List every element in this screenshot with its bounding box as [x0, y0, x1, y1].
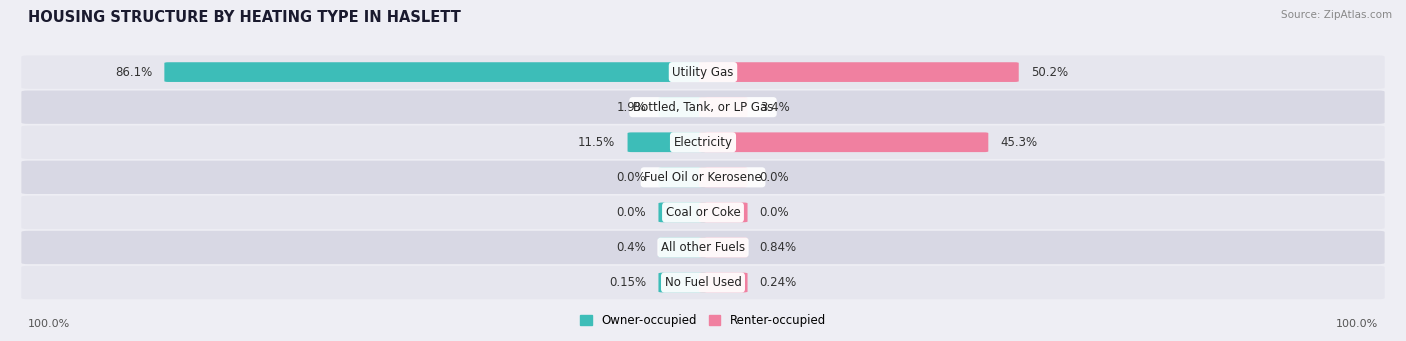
Text: Source: ZipAtlas.com: Source: ZipAtlas.com: [1281, 10, 1392, 20]
FancyBboxPatch shape: [21, 125, 1385, 159]
Text: Coal or Coke: Coal or Coke: [665, 206, 741, 219]
FancyBboxPatch shape: [658, 167, 707, 187]
Text: 0.4%: 0.4%: [617, 241, 647, 254]
Text: 100.0%: 100.0%: [1336, 319, 1378, 329]
Text: HOUSING STRUCTURE BY HEATING TYPE IN HASLETT: HOUSING STRUCTURE BY HEATING TYPE IN HAS…: [28, 10, 461, 25]
Text: Utility Gas: Utility Gas: [672, 65, 734, 78]
Text: 3.4%: 3.4%: [759, 101, 789, 114]
FancyBboxPatch shape: [21, 196, 1385, 229]
FancyBboxPatch shape: [699, 132, 988, 152]
FancyBboxPatch shape: [21, 231, 1385, 264]
FancyBboxPatch shape: [699, 97, 748, 117]
FancyBboxPatch shape: [658, 203, 707, 222]
Text: Electricity: Electricity: [673, 136, 733, 149]
FancyBboxPatch shape: [21, 56, 1385, 89]
Text: 0.84%: 0.84%: [759, 241, 797, 254]
Text: 0.0%: 0.0%: [759, 171, 789, 184]
FancyBboxPatch shape: [699, 273, 748, 292]
Legend: Owner-occupied, Renter-occupied: Owner-occupied, Renter-occupied: [575, 309, 831, 332]
FancyBboxPatch shape: [165, 62, 707, 82]
FancyBboxPatch shape: [658, 238, 707, 257]
Text: 11.5%: 11.5%: [578, 136, 616, 149]
FancyBboxPatch shape: [658, 273, 707, 292]
Text: Fuel Oil or Kerosene: Fuel Oil or Kerosene: [644, 171, 762, 184]
Text: 100.0%: 100.0%: [28, 319, 70, 329]
Text: 1.9%: 1.9%: [616, 101, 647, 114]
Text: 0.15%: 0.15%: [609, 276, 647, 289]
Text: 86.1%: 86.1%: [115, 65, 152, 78]
FancyBboxPatch shape: [21, 161, 1385, 194]
FancyBboxPatch shape: [21, 266, 1385, 299]
FancyBboxPatch shape: [627, 132, 707, 152]
FancyBboxPatch shape: [658, 97, 707, 117]
Text: All other Fuels: All other Fuels: [661, 241, 745, 254]
FancyBboxPatch shape: [699, 203, 748, 222]
FancyBboxPatch shape: [699, 62, 1019, 82]
Text: 0.24%: 0.24%: [759, 276, 797, 289]
Text: 45.3%: 45.3%: [1001, 136, 1038, 149]
Text: 0.0%: 0.0%: [617, 206, 647, 219]
Text: Bottled, Tank, or LP Gas: Bottled, Tank, or LP Gas: [633, 101, 773, 114]
Text: 50.2%: 50.2%: [1031, 65, 1069, 78]
Text: 0.0%: 0.0%: [759, 206, 789, 219]
FancyBboxPatch shape: [21, 90, 1385, 124]
FancyBboxPatch shape: [699, 167, 748, 187]
Text: 0.0%: 0.0%: [617, 171, 647, 184]
Text: No Fuel Used: No Fuel Used: [665, 276, 741, 289]
FancyBboxPatch shape: [699, 238, 748, 257]
